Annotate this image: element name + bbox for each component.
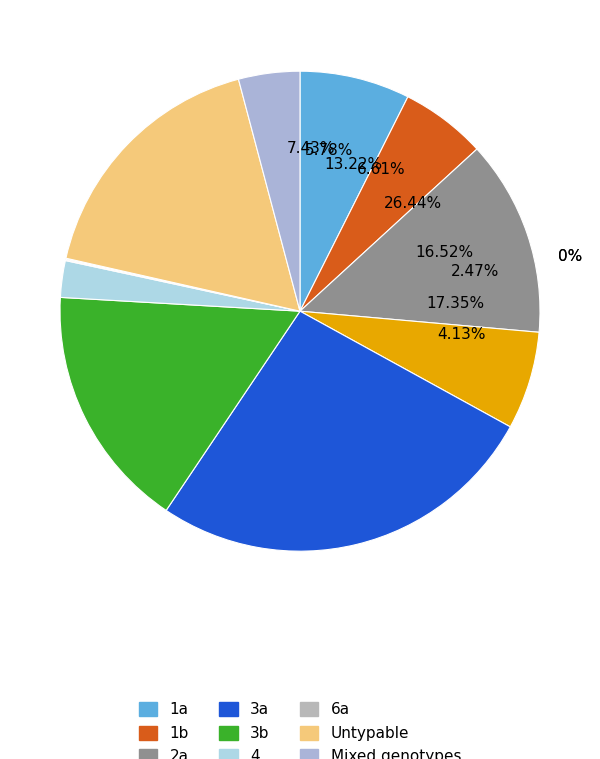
Text: 7.43%: 7.43% <box>286 141 335 156</box>
Text: 0%: 0% <box>559 249 583 264</box>
Wedge shape <box>60 298 300 510</box>
Wedge shape <box>300 311 539 427</box>
Text: 13.22%: 13.22% <box>324 157 382 172</box>
Text: 2.47%: 2.47% <box>451 264 500 279</box>
Wedge shape <box>61 260 300 311</box>
Text: 16.52%: 16.52% <box>415 244 473 260</box>
Text: 0%: 0% <box>559 249 583 263</box>
Text: 5.78%: 5.78% <box>305 143 353 158</box>
Wedge shape <box>66 79 300 311</box>
Wedge shape <box>166 311 510 551</box>
Wedge shape <box>300 97 477 311</box>
Wedge shape <box>238 71 300 311</box>
Text: 17.35%: 17.35% <box>427 296 485 311</box>
Wedge shape <box>300 149 540 332</box>
Wedge shape <box>65 260 300 311</box>
Text: 6.61%: 6.61% <box>356 162 405 177</box>
Legend: 1a, 1b, 2a, 2b, 3a, 3b, 4, 5a, 6a, Untypable, Mixed genotypes: 1a, 1b, 2a, 2b, 3a, 3b, 4, 5a, 6a, Untyp… <box>131 694 469 759</box>
Wedge shape <box>65 258 300 311</box>
Text: 26.44%: 26.44% <box>383 196 442 211</box>
Wedge shape <box>300 71 408 311</box>
Text: 4.13%: 4.13% <box>437 326 486 342</box>
